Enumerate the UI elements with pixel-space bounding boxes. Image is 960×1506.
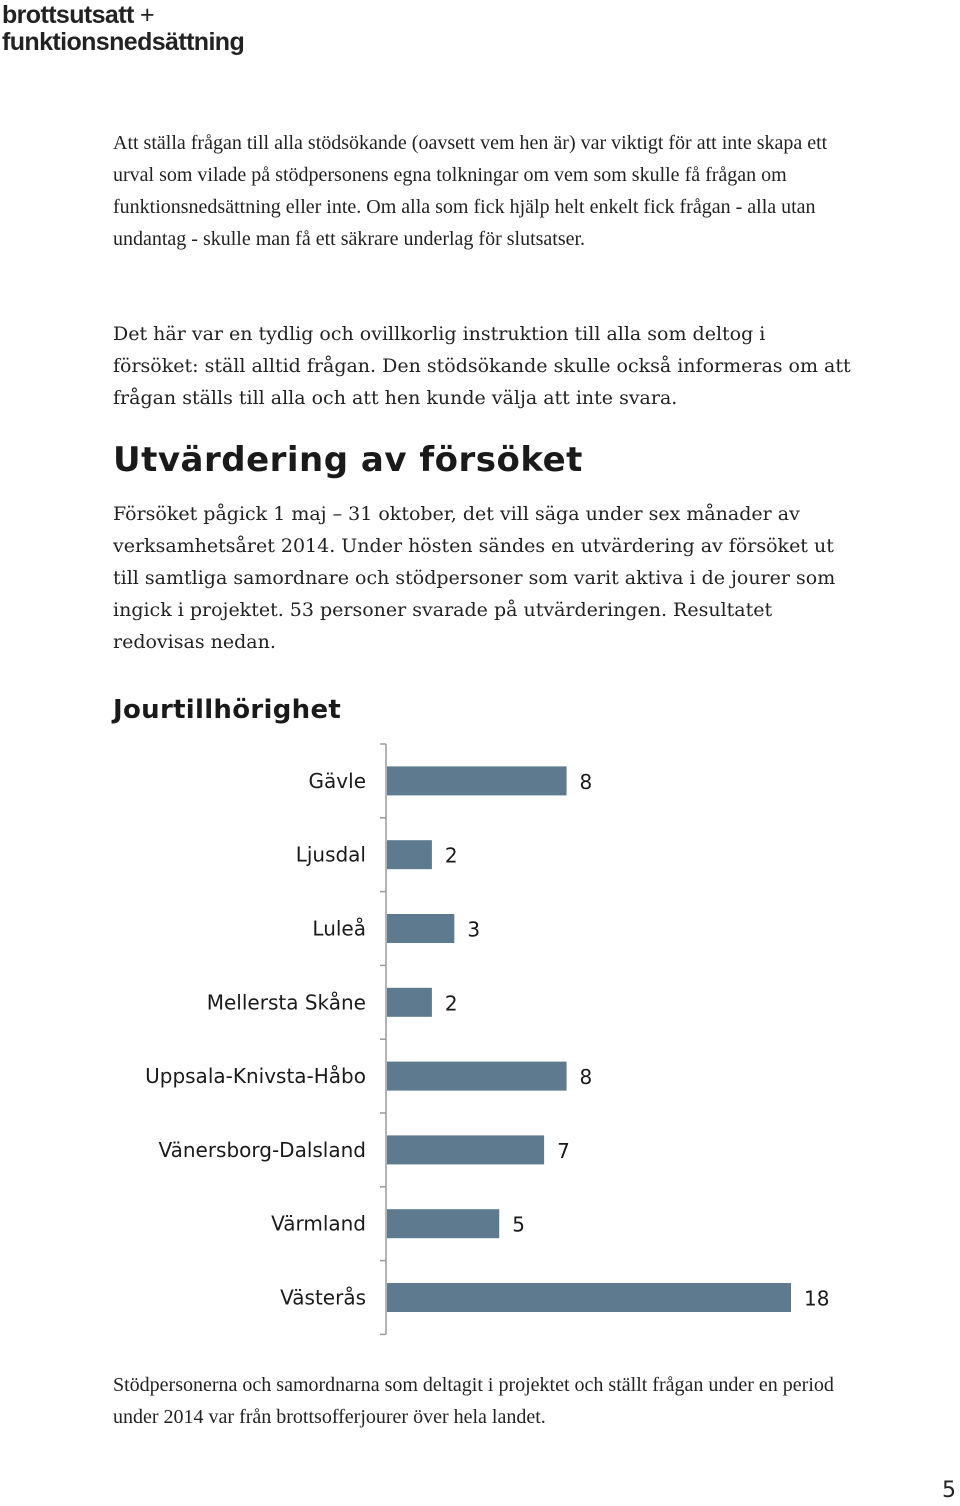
value-label: 3: [467, 918, 480, 942]
bar: [387, 987, 432, 1017]
bar: [387, 914, 455, 943]
bar: [387, 840, 432, 870]
value-label: 8: [580, 770, 593, 794]
evaluation-paragraph: Försöket pågick 1 maj – 31 oktober, det …: [113, 503, 836, 653]
category-label: Ljusdal: [296, 843, 366, 867]
category-label: Västerås: [280, 1286, 366, 1310]
summary-paragraph: Stödpersonerna och samordnarna som delta…: [113, 1374, 834, 1428]
intro-paragraph: Att ställa frågan till alla stödsökande …: [113, 132, 828, 250]
category-label: Gävle: [309, 769, 366, 793]
value-label: 2: [445, 991, 458, 1015]
value-label: 7: [557, 1139, 570, 1163]
bar: [387, 766, 567, 796]
bar-chart: Gävle 8 Ljusdal 2 Luleå 3 Mellersta Skåne 2 Upps…: [145, 743, 829, 1336]
bar: [387, 1209, 500, 1239]
logo-line-1: brottsutsatt: [2, 1, 134, 29]
bar: [387, 1135, 545, 1165]
category-label: Värmland: [271, 1212, 366, 1236]
value-label: 8: [580, 1065, 593, 1089]
bar: [387, 1061, 567, 1091]
instruction-paragraph: Det här var en tydlig och ovillkorlig in…: [113, 323, 851, 409]
logo-plus: +: [140, 1, 155, 29]
category-label: Mellersta Skåne: [207, 990, 366, 1014]
category-label: Uppsala-Knivsta-Håbo: [145, 1064, 366, 1088]
value-label: 18: [804, 1287, 829, 1311]
logo-line-2: funktionsnedsättning: [2, 28, 245, 56]
brand-logo: brottsutsatt + funktionsnedsättning: [2, 1, 245, 56]
value-label: 2: [445, 844, 458, 868]
page-number: 5: [942, 1478, 956, 1503]
value-label: 5: [512, 1213, 525, 1237]
bar: [387, 1283, 791, 1312]
chart-heading: Jourtillhörighet: [113, 695, 342, 725]
section-heading: Utvärdering av försöket: [113, 440, 583, 480]
category-label: Vänersborg-Dalsland: [158, 1138, 366, 1162]
category-label: Luleå: [312, 917, 366, 941]
